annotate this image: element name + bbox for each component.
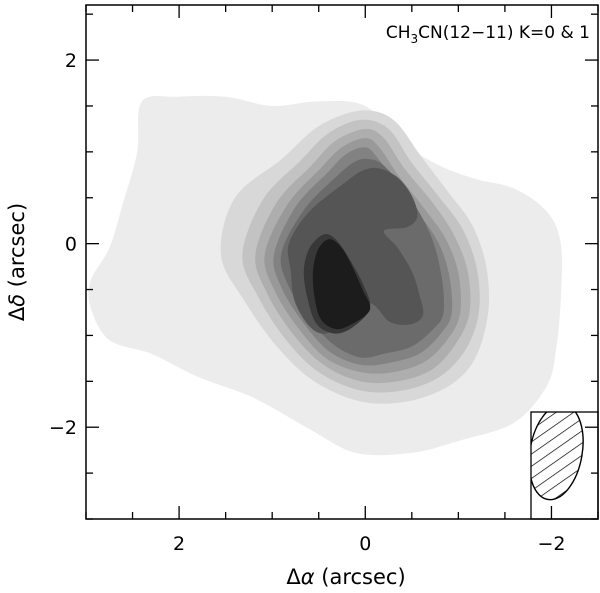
y-tick-label: 2	[65, 50, 77, 72]
y-axis-title-delta: Δ	[5, 306, 29, 321]
x-tick-label: 2	[173, 533, 185, 555]
x-axis-title: Δα (arcsec)	[286, 565, 405, 589]
annotation-molecule: CN(12	[418, 23, 471, 43]
axis-ticks: 2 0 −2 2 0 −2	[49, 5, 599, 555]
y-tick-label: 0	[65, 234, 77, 256]
annotation-rest: 11) K=0 & 1	[485, 23, 590, 43]
plot-frame	[85, 4, 599, 520]
x-axis-title-unit: (arcsec)	[315, 565, 406, 589]
x-tick-label: −2	[537, 533, 565, 555]
x-axis-title-alpha: α	[301, 565, 315, 589]
y-axis-title-delta-greek: δ	[5, 294, 29, 307]
y-tick-label: −2	[49, 417, 77, 439]
contour-level-10	[312, 239, 371, 330]
annotation-dash: −	[471, 23, 485, 43]
beam-inset	[530, 411, 599, 520]
x-tick-label: 0	[359, 533, 371, 555]
beam-ellipse	[531, 412, 584, 501]
y-axis-title: Δδ (arcsec)	[5, 203, 29, 321]
x-axis-title-delta: Δ	[286, 565, 301, 589]
y-axis-title-unit: (arcsec)	[5, 203, 29, 294]
annotation-species: CH	[386, 23, 411, 43]
transition-annotation: CH3CN(12−11) K=0 & 1	[386, 23, 590, 46]
contour-layer	[88, 95, 562, 456]
annotation-subscript: 3	[410, 32, 418, 46]
